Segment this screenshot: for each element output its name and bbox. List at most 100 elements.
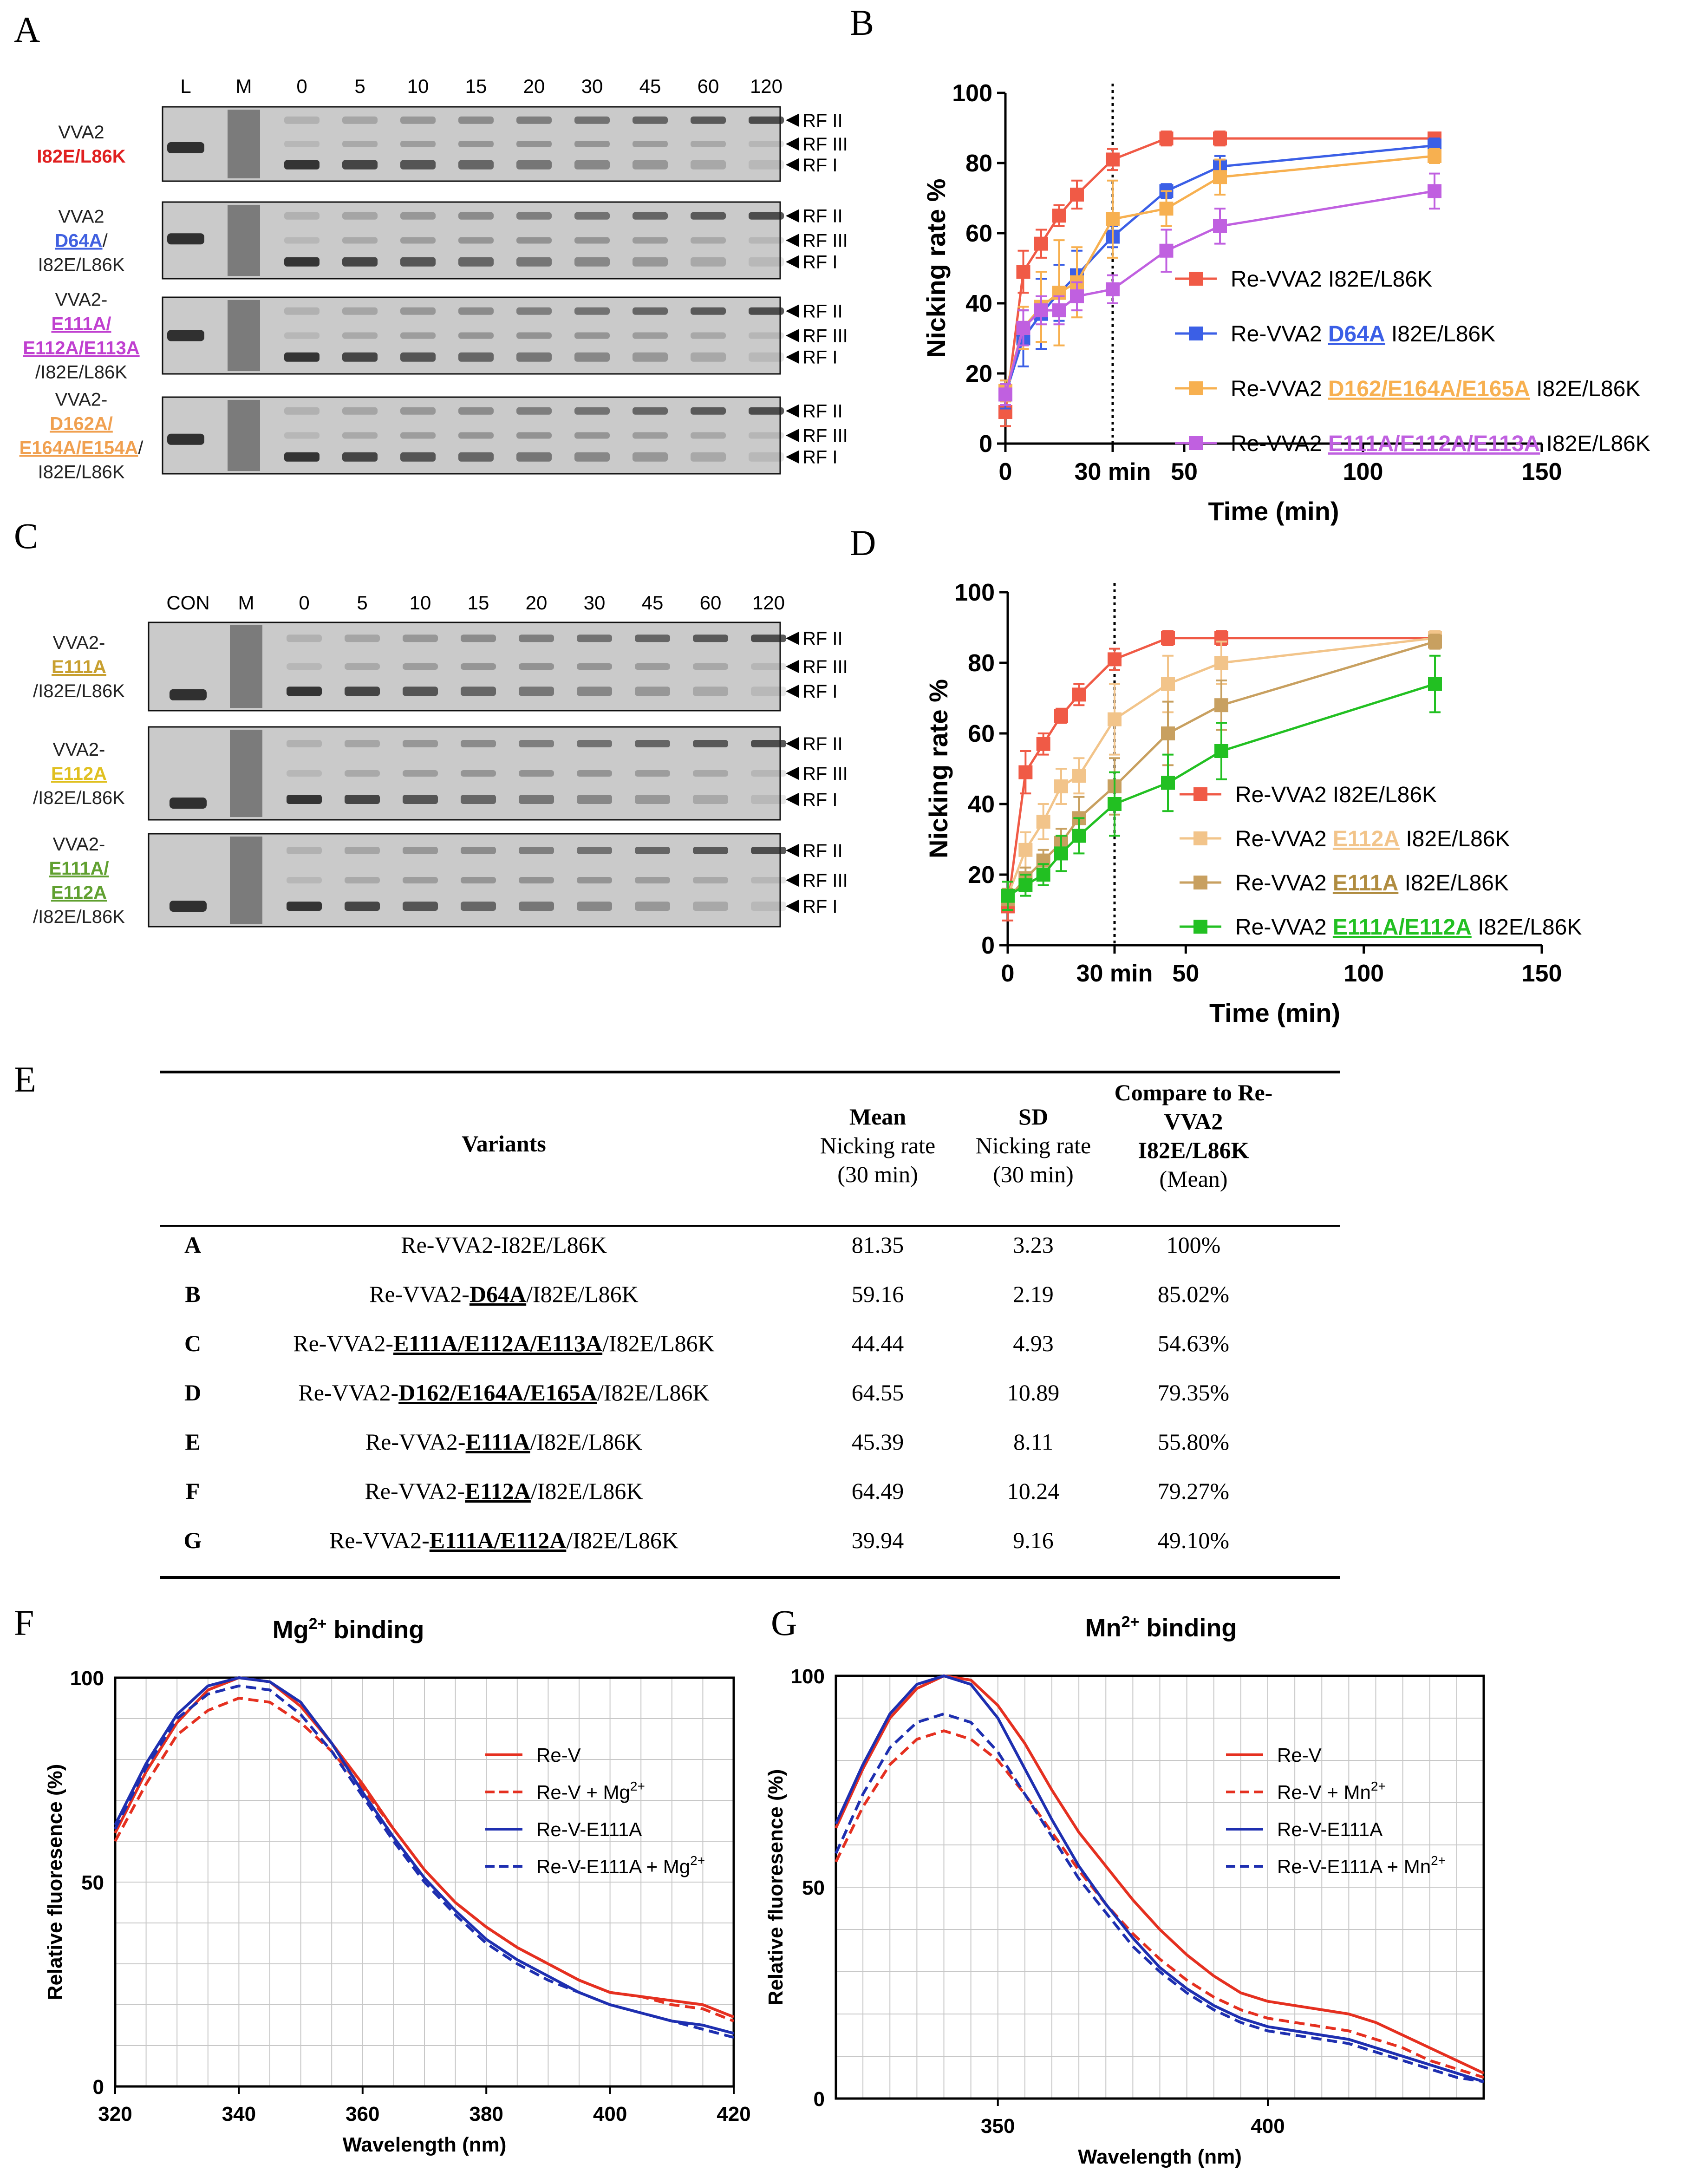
series-line-3 [114, 1684, 734, 2039]
gel-band-rf1 [749, 160, 784, 170]
series-1 [1001, 630, 1442, 911]
variant-mutation: E111A [465, 1429, 530, 1455]
table-variant-cell: Re-VVA2-D64A/I82E/L86K [225, 1280, 783, 1308]
gel-band-rf2 [691, 212, 726, 220]
arrow-icon [786, 900, 799, 913]
lane-label: 45 [642, 592, 664, 614]
legend-label-sup: 2+ [630, 1779, 645, 1793]
data-point [1159, 131, 1174, 146]
legend-label-part: D64A [1328, 322, 1385, 347]
legend-label-part: D162/E164A/E165A [1328, 377, 1530, 401]
table-variant-cell: Re-VVA2-E111A/E112A/I82E/L86K [225, 1526, 783, 1554]
lane-label: 0 [299, 592, 309, 614]
table-header-cell: Compare to Re- [1114, 1079, 1273, 1105]
legend-label: Re-VVA2 I82E/L86K [1231, 267, 1432, 292]
data-point [998, 387, 1012, 402]
data-point [1054, 779, 1068, 793]
gel-band-rf1 [284, 452, 320, 462]
gel-band-rf2 [345, 634, 380, 642]
table-header-cell: VVA2 [1164, 1108, 1223, 1134]
gel-band-rf3 [458, 432, 494, 439]
arrow-icon [786, 209, 799, 222]
rf-marker-label: RF II [802, 401, 843, 422]
gel-band [167, 142, 204, 153]
gel-ladder [228, 300, 260, 371]
gel-band-rf3 [633, 141, 668, 147]
table-header-cell: (30 min) [993, 1161, 1074, 1187]
arrow-icon [786, 685, 799, 698]
lane-label: 15 [468, 592, 489, 614]
gel-band-rf3 [693, 770, 728, 777]
rf-marker-label: RF III [802, 326, 848, 347]
table-row-id: D [184, 1380, 202, 1406]
gel-band-rf2 [458, 307, 494, 315]
gel-band-rf1 [751, 795, 786, 804]
row-label-part: I82E/L86K [38, 255, 125, 275]
legend-label: Re-V + Mg2+ [536, 1779, 645, 1803]
y-tick-label: 80 [965, 150, 992, 177]
gel-band-rf2 [749, 407, 784, 415]
series-line-2 [835, 1674, 1484, 2083]
row-label-part: I82E/L86K [37, 146, 125, 167]
legend-label-part: I82E/L86K [1540, 432, 1650, 456]
row-label: VVA2 [58, 207, 104, 227]
gel-band-rf2 [342, 212, 378, 220]
table-compare-cell: 49.10% [1157, 1527, 1230, 1553]
x-tick-label: 150 [1522, 960, 1562, 987]
gel-band-rf3 [400, 332, 436, 339]
gel-band-rf1 [751, 687, 786, 696]
legend-label-sup: 2+ [1431, 1853, 1446, 1868]
x-tick-label: 340 [222, 2103, 256, 2125]
gel-band-rf3 [516, 332, 552, 339]
gel-band-rf1 [458, 257, 494, 267]
legend-label-sup: 2+ [1371, 1779, 1386, 1793]
legend-label-part: Re-V + Mn [1277, 1781, 1371, 1803]
gel-band-rf2 [693, 740, 728, 747]
gel-band-rf1 [519, 687, 554, 696]
arrow-icon [786, 113, 799, 127]
legend-label: Re-V [1277, 1744, 1322, 1766]
arrow-icon [786, 137, 799, 150]
gel-band-rf2 [287, 740, 322, 747]
gel-ladder [228, 205, 260, 276]
y-tick-label: 0 [979, 431, 992, 458]
row-label-part: VVA2- [53, 739, 105, 760]
gel-band-rf1 [691, 452, 726, 462]
data-point [1052, 303, 1066, 318]
gel-band-rf3 [284, 332, 320, 339]
rf-marker-label: RF I [802, 790, 838, 810]
x-tick-label: 100 [1343, 960, 1384, 987]
table-sd-cell: 10.24 [1007, 1478, 1060, 1504]
variant-mutation: D162/E164A/E165A [398, 1380, 597, 1406]
gel-band-rf3 [751, 663, 786, 670]
y-tick-label: 100 [791, 1665, 825, 1688]
legend-label: Re-V-E111A + Mg2+ [536, 1853, 705, 1877]
row-label-part: I82E/L86K [38, 462, 125, 483]
variant-prefix: Re-VVA2-I82E/L86K [401, 1232, 607, 1258]
gel-band-rf2 [577, 740, 612, 747]
gel-band-rf1 [693, 902, 728, 911]
data-point [1052, 209, 1066, 223]
gel-band-rf2 [461, 740, 496, 747]
gel-band-rf2 [751, 847, 786, 854]
table-row-id: C [184, 1330, 202, 1356]
variant-mutation: E112A [465, 1478, 531, 1504]
lane-label: 60 [698, 75, 719, 97]
chart-title-part: binding [326, 1616, 424, 1644]
gel-band-rf1 [691, 257, 726, 267]
gel-band-rf1 [342, 352, 378, 362]
arrow-icon [786, 874, 799, 887]
legend-label: Re-VVA2 D64A I82E/L86K [1231, 322, 1495, 347]
row-label-part: D64A [55, 231, 102, 251]
row-label: I82E/L86K [38, 255, 125, 275]
gel-ladder [228, 400, 260, 471]
variant-mutation: E111A/E112A/E113A [393, 1330, 603, 1356]
table-mean-cell: 64.49 [851, 1478, 904, 1504]
gel-band-rf1 [574, 352, 610, 362]
lane-label: L [180, 75, 191, 97]
gel-band-rf2 [574, 307, 610, 315]
gel-band-rf1 [749, 257, 784, 267]
legend-swatch-marker [1189, 381, 1203, 395]
legend-label: Re-V-E111A [1277, 1818, 1383, 1840]
lane-label: 20 [526, 592, 548, 614]
